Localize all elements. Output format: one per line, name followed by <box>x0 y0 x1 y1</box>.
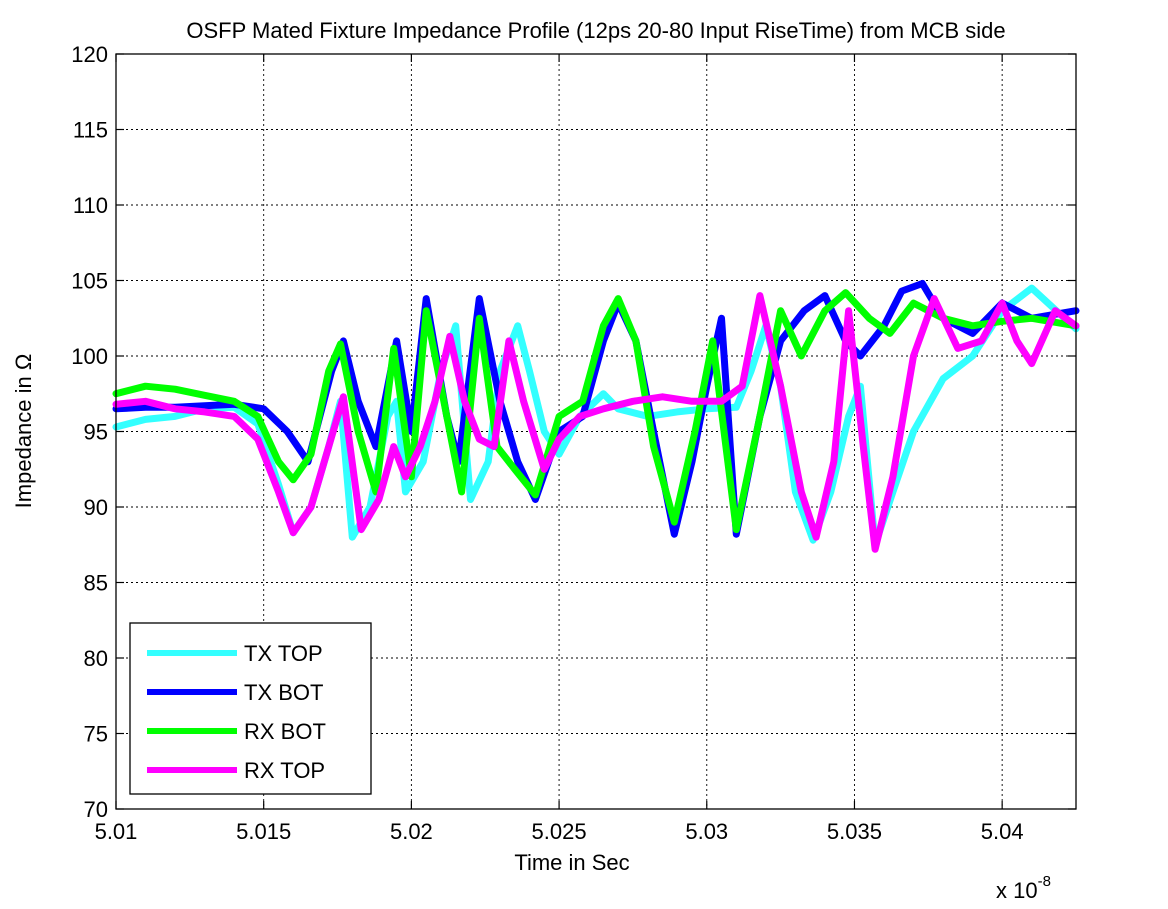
legend-label-2: TX BOT <box>244 680 323 705</box>
plot-frame <box>115 53 1077 810</box>
x-tick-label: 5.04 <box>981 819 1024 844</box>
legend-label-4: RX TOP <box>244 758 325 783</box>
y-tick-label: 110 <box>73 193 108 218</box>
y-tick-label: 100 <box>71 344 108 369</box>
axis-ticks: 5.01 5.015 5.02 5.025 5.03 5.035 5.04 70 75 80 85 9… <box>71 42 1076 844</box>
x-tick-label: 5.02 <box>390 819 433 844</box>
y-tick-label: 95 <box>84 420 108 445</box>
y-tick-label: 90 <box>84 495 108 520</box>
y-tick-label: 75 <box>84 722 108 747</box>
x-tick-label: 5.03 <box>685 819 728 844</box>
y-tick-label: 80 <box>84 646 108 671</box>
legend-label-3: RX BOT <box>244 719 326 744</box>
series-lines <box>112 280 1080 553</box>
legend: TX TOP TX BOT RX BOT RX TOP <box>129 622 372 795</box>
x-exponent-label: x 10-8 <box>996 873 1051 903</box>
y-tick-label: 85 <box>84 571 108 596</box>
y-tick-label: 120 <box>71 42 108 67</box>
y-tick-label: 115 <box>73 118 108 143</box>
x-tick-label: 5.015 <box>236 819 291 844</box>
y-tick-label: 105 <box>71 269 108 294</box>
legend-label-1: TX TOP <box>244 641 323 666</box>
x-tick-label: 5.01 <box>95 819 138 844</box>
y-tick-label: 70 <box>84 797 108 822</box>
y-axis-label: Impedance in Ω <box>11 354 36 509</box>
x-exponent-base: x 10 <box>996 878 1038 903</box>
series-line-3 <box>112 289 1080 534</box>
x-tick-label: 5.035 <box>827 819 882 844</box>
x-exponent-power: -8 <box>1038 873 1051 890</box>
series-line-4 <box>112 292 1080 553</box>
x-axis-label: Time in Sec <box>514 850 629 875</box>
x-tick-label: 5.025 <box>532 819 587 844</box>
chart-title: OSFP Mated Fixture Impedance Profile (12… <box>186 18 1005 43</box>
